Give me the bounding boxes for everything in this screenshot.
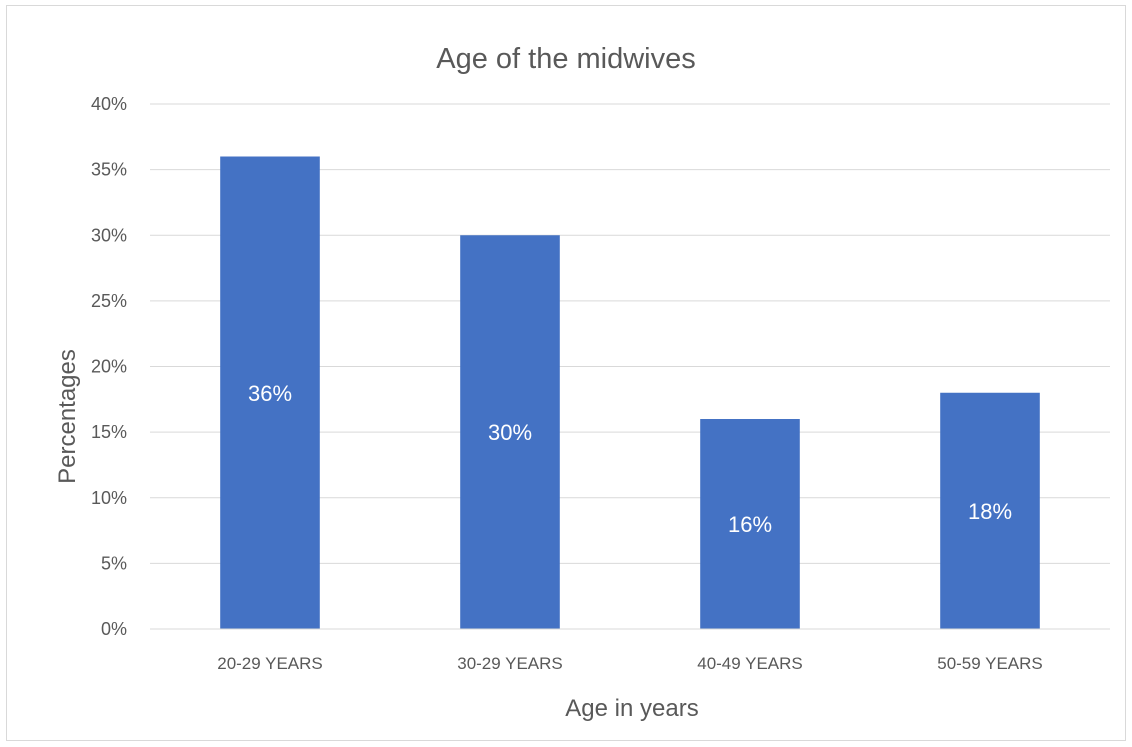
- x-category-label: 40-49 YEARS: [697, 654, 803, 673]
- data-labels: 36% 30% 16% 18%: [248, 381, 1012, 537]
- bar: [700, 419, 800, 629]
- y-tick-label: 40%: [91, 94, 127, 114]
- y-tick-label: 35%: [91, 160, 127, 180]
- y-tick-label: 15%: [91, 422, 127, 442]
- y-tick-label: 25%: [91, 291, 127, 311]
- bars: [220, 156, 1040, 629]
- bar-data-label: 18%: [968, 499, 1012, 524]
- x-axis-title: Age in years: [565, 695, 698, 722]
- y-axis-ticks: 0% 5% 10% 15% 20% 25% 30% 35% 40%: [91, 94, 127, 639]
- bar: [460, 235, 560, 629]
- x-category-label: 50-59 YEARS: [937, 654, 1043, 673]
- y-tick-label: 20%: [91, 357, 127, 377]
- x-axis-categories: 20-29 YEARS 30-29 YEARS 40-49 YEARS 50-59 Y…: [217, 654, 1043, 673]
- bar-data-label: 16%: [728, 512, 772, 537]
- y-axis-title: Percentages: [54, 349, 81, 484]
- x-category-label: 30-29 YEARS: [457, 654, 563, 673]
- bar: [940, 392, 1040, 629]
- chart-title: Age of the midwives: [436, 43, 696, 75]
- bar-data-label: 30%: [488, 420, 532, 445]
- y-tick-label: 30%: [91, 225, 127, 245]
- x-category-label: 20-29 YEARS: [217, 654, 323, 673]
- chart-frame: [6, 5, 1126, 741]
- y-tick-label: 5%: [101, 553, 127, 573]
- y-tick-label: 0%: [101, 619, 127, 639]
- bar: [220, 156, 320, 629]
- bar-data-label: 36%: [248, 381, 292, 406]
- y-tick-label: 10%: [91, 488, 127, 508]
